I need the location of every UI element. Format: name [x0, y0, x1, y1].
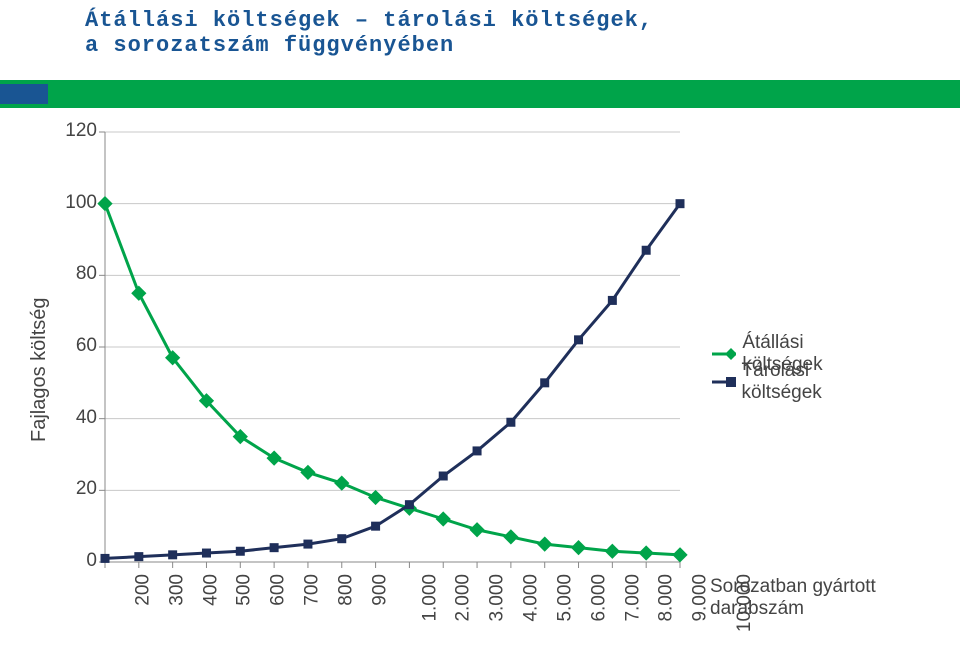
x-axis-label-line1: Sorozatban gyártott	[710, 576, 876, 598]
y-tick-label: 80	[55, 263, 97, 285]
legend-item: Tárolási költségek	[712, 360, 836, 404]
x-tick-label: 5.000	[554, 574, 576, 622]
x-tick-label: 7.000	[622, 574, 644, 622]
x-axis-label-line2: darabszám	[710, 598, 876, 620]
cost-chart	[0, 0, 960, 645]
x-tick-label: 300	[167, 574, 189, 606]
y-tick-label: 120	[55, 120, 97, 142]
x-tick-label: 2.000	[453, 574, 475, 622]
x-tick-label: 700	[302, 574, 324, 606]
y-tick-label: 20	[55, 478, 97, 500]
x-tick-label: 500	[234, 574, 256, 606]
y-tick-label: 100	[55, 192, 97, 214]
x-tick-label: 8.000	[656, 574, 678, 622]
y-tick-label: 60	[55, 335, 97, 357]
x-tick-label: 4.000	[521, 574, 543, 622]
square-marker-icon	[712, 373, 736, 391]
y-tick-label: 0	[55, 550, 97, 572]
y-tick-label: 40	[55, 407, 97, 429]
x-tick-label: 400	[200, 574, 222, 606]
x-tick-label: 200	[133, 574, 155, 606]
legend-label: Tárolási költségek	[742, 360, 837, 404]
x-tick-label: 600	[268, 574, 290, 606]
x-tick-label: 900	[369, 574, 391, 606]
y-axis-label: Fajlagos költség	[28, 297, 51, 442]
x-tick-label: 800	[336, 574, 358, 606]
x-axis-label: Sorozatban gyártott darabszám	[710, 576, 876, 620]
x-tick-label: 1.000	[419, 574, 441, 622]
x-tick-label: 9.000	[690, 574, 712, 622]
x-tick-label: 3.000	[487, 574, 509, 622]
x-tick-label: 6.000	[588, 574, 610, 622]
